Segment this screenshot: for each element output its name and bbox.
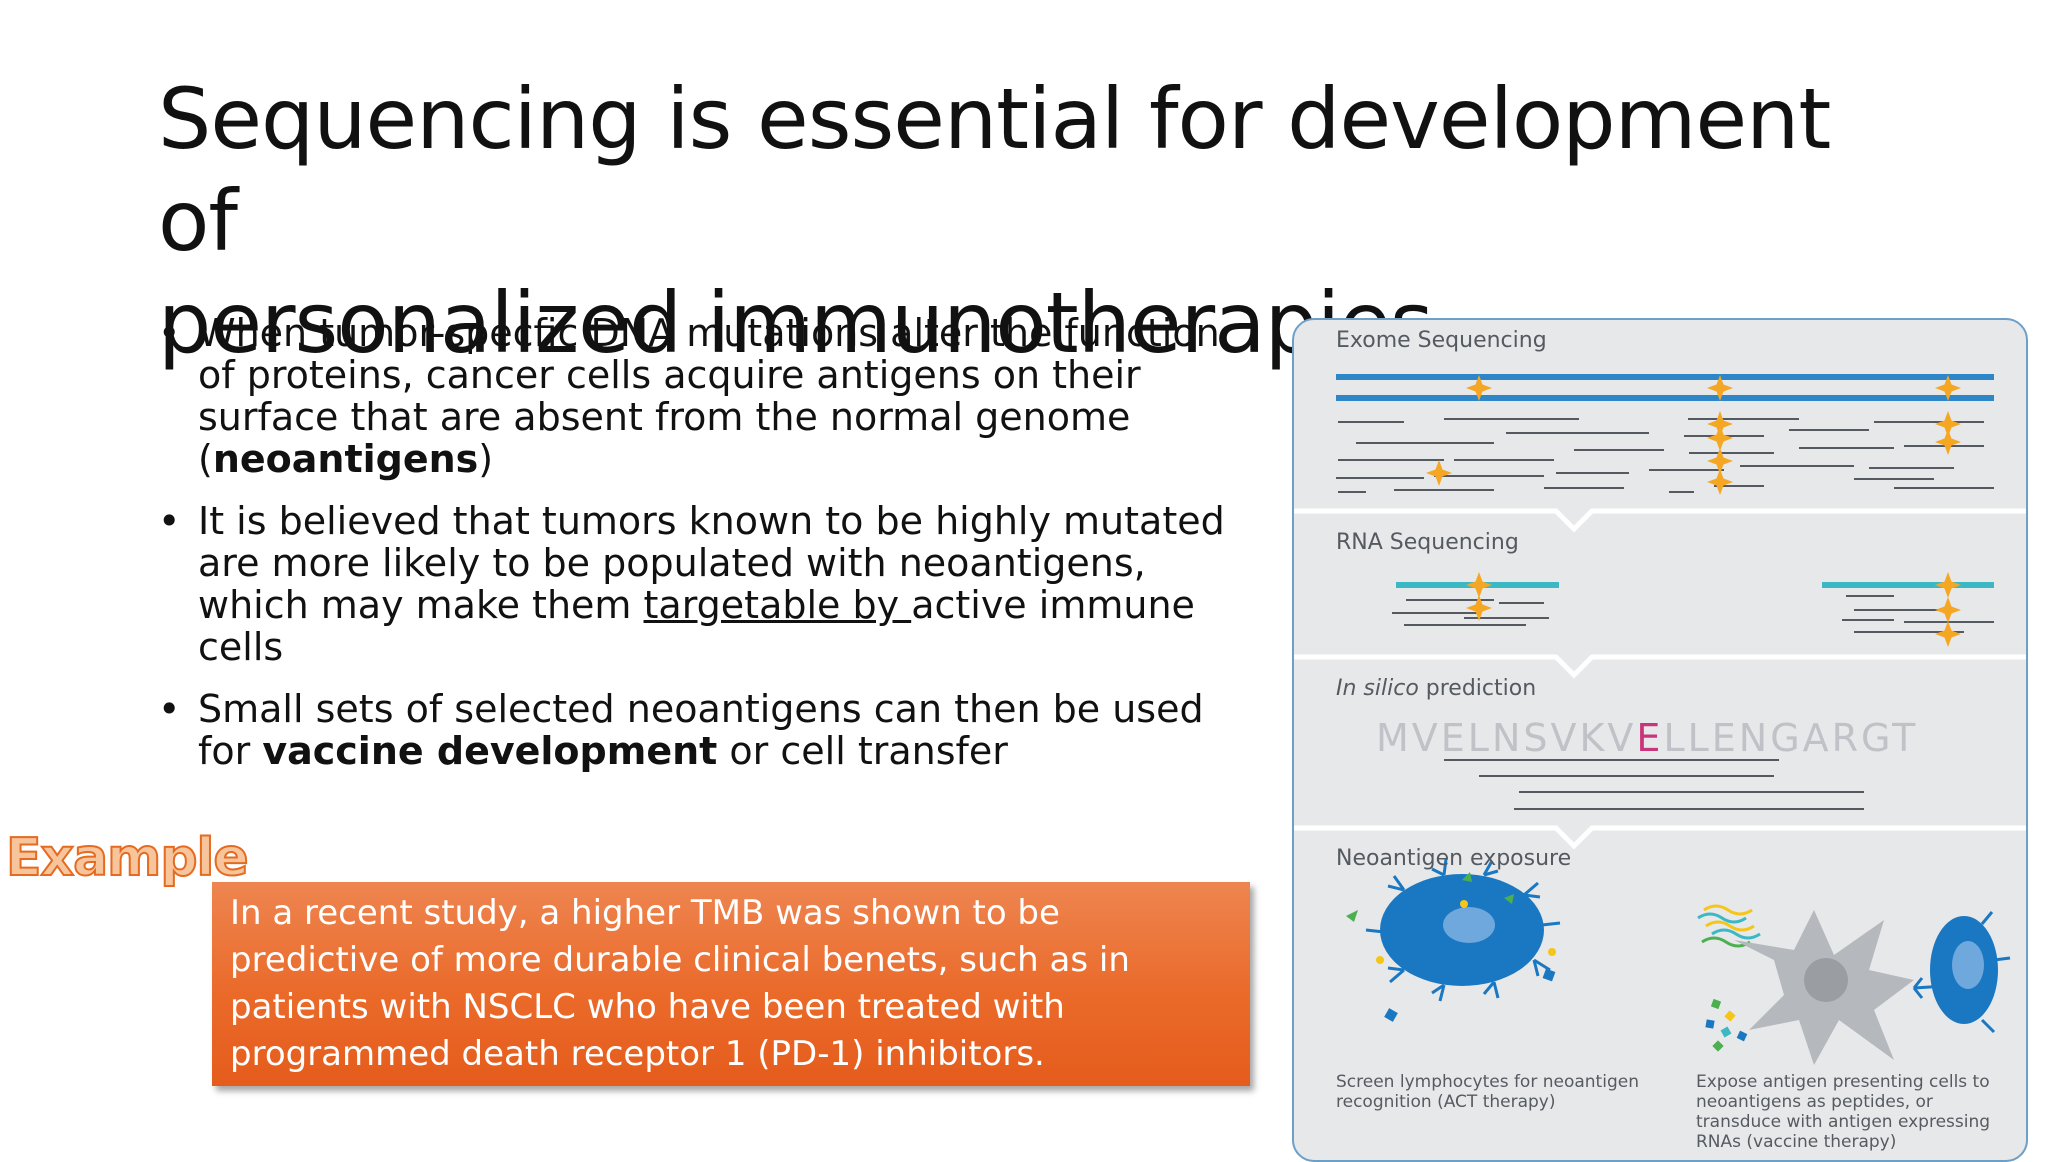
- bullet-item: • It is believed that tumors known to be…: [158, 500, 1258, 668]
- caption-vaccine-therapy: Expose antigen presenting cells to neoan…: [1696, 1072, 1991, 1152]
- peptide-after: LLENGARGT: [1663, 716, 1919, 760]
- panel-separators: [1294, 508, 2026, 850]
- separator-1: [1294, 508, 2026, 533]
- bullet-text-end: ): [478, 437, 494, 481]
- panel-label-insilico-italic: In silico: [1336, 676, 1419, 701]
- peptide-mutant-residue: E: [1636, 716, 1664, 760]
- bullet-text: It is believed that tumors known to be h…: [198, 499, 1225, 627]
- slide-title: Sequencing is essential for development …: [158, 68, 1858, 374]
- mutation-star-icon: [1935, 621, 1961, 647]
- panel-label-insilico-rest: prediction: [1418, 676, 1537, 701]
- mutation-star-icon: [1426, 460, 1452, 486]
- rna-strands: [1392, 572, 1994, 647]
- panel-label-neoantigen: Neoantigen exposure: [1336, 846, 1572, 871]
- panel-label-rna: RNA Sequencing: [1336, 530, 1519, 555]
- bullet-bold: vaccine development: [262, 729, 718, 773]
- figure-graphics: [1294, 374, 2026, 1065]
- bullet-underlined: targetable by: [643, 583, 912, 627]
- bullet-text: Small sets of selected neoantigens can t…: [198, 687, 1204, 773]
- separator-2: [1294, 654, 2026, 679]
- bullet-text-end: active immune cells: [198, 583, 1195, 669]
- mutation-star-icon: [1707, 425, 1733, 451]
- peptide-fragments: [1444, 759, 1864, 810]
- bullet-list: • When tumor-specfic DNA mutations alter…: [158, 312, 1258, 792]
- caption-act-therapy: Screen lymphocytes for neoantigen recogn…: [1336, 1072, 1639, 1112]
- dna-double-strand: [1336, 374, 1994, 401]
- bullet-text: When tumor-specfic DNA mutations alter t…: [198, 311, 1220, 481]
- bullet-dot-icon: •: [158, 687, 181, 731]
- separator-3: [1294, 825, 2026, 850]
- exome-reads: [1336, 418, 1994, 493]
- antigen-peptides: [1705, 998, 1748, 1052]
- mutation-star-icon: [1707, 469, 1733, 495]
- antigen-presenting-cell-icon: [1697, 904, 2011, 1065]
- panel-label-exome: Exome Sequencing: [1336, 328, 1547, 353]
- lymphocyte-cell-icon: [1346, 858, 1561, 1022]
- bullet-dot-icon: •: [158, 311, 181, 355]
- title-line-1: Sequencing is essential for development …: [158, 70, 1831, 270]
- bullet-dot-icon: •: [158, 499, 181, 543]
- example-callout: In a recent study, a higher TMB was show…: [212, 882, 1250, 1086]
- peptide-before: MVELNSVKV: [1376, 716, 1637, 760]
- bullet-text-end: or cell transfer: [717, 729, 1008, 773]
- bullet-bold: neoantigens: [212, 437, 479, 481]
- example-label: Example: [5, 827, 250, 889]
- mutation-star-icon: [1935, 429, 1961, 455]
- panel-label-insilico: In silico prediction: [1336, 676, 1536, 701]
- bullet-item: • Small sets of selected neoantigens can…: [158, 688, 1258, 772]
- title-line-2: personalized immunotherapies: [158, 274, 1434, 372]
- mutation-star-icon: [1935, 597, 1961, 623]
- peptide-sequence: MVELNSVKVELLENGARGT: [1376, 716, 1918, 760]
- sequencing-figure: Exome Sequencing RNA Sequencing In silic…: [1292, 318, 2028, 1162]
- mutation-star-icon: [1466, 572, 1492, 598]
- mutation-star-icon: [1935, 572, 1961, 598]
- bullet-item: • When tumor-specfic DNA mutations alter…: [158, 312, 1258, 480]
